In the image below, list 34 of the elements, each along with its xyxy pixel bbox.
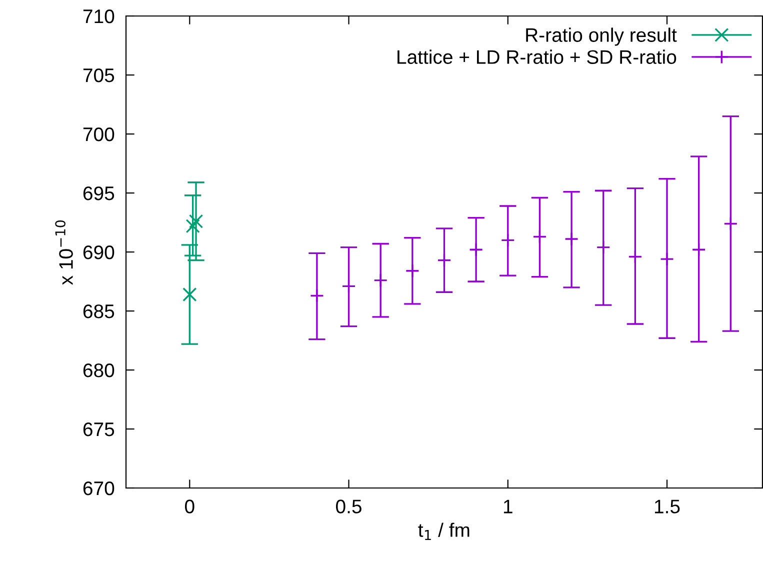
legend-label: Lattice + LD R-ratio + SD R-ratio xyxy=(398,50,676,64)
point xyxy=(468,242,484,257)
point xyxy=(374,273,388,288)
point xyxy=(186,218,200,234)
y-tick-label: 695 xyxy=(83,186,114,200)
legend-label: R-ratio only result xyxy=(526,28,677,46)
x-tick-label: 1.5 xyxy=(654,500,680,514)
point xyxy=(310,288,324,303)
y-tick-label: 670 xyxy=(83,481,114,496)
y-tick-label: 685 xyxy=(83,304,114,318)
point xyxy=(437,253,452,268)
y-tick-label: 705 xyxy=(83,68,114,82)
y-tick-label: 710 xyxy=(83,9,114,24)
point xyxy=(596,240,610,254)
point xyxy=(692,242,706,257)
point xyxy=(405,264,420,278)
y-tick-label: 680 xyxy=(83,363,114,378)
point xyxy=(342,279,356,294)
x-tick-label: 0 xyxy=(185,500,194,514)
y-tick-label: 675 xyxy=(83,422,114,436)
point xyxy=(660,252,674,266)
point xyxy=(188,214,204,228)
y-tick-label: 700 xyxy=(83,127,114,142)
point xyxy=(532,230,547,244)
y-tick-label: 690 xyxy=(83,245,114,260)
point xyxy=(724,216,738,231)
point xyxy=(628,250,642,264)
x-tick-label: 0.5 xyxy=(336,500,362,514)
point xyxy=(564,232,579,246)
point xyxy=(182,287,197,302)
x-axis-title: t$_{1}$ / fm xyxy=(418,522,470,540)
x-tick-label: 1 xyxy=(504,500,512,514)
point xyxy=(500,233,515,248)
y-axis-title: x 10$^{−10}$ xyxy=(55,220,73,285)
